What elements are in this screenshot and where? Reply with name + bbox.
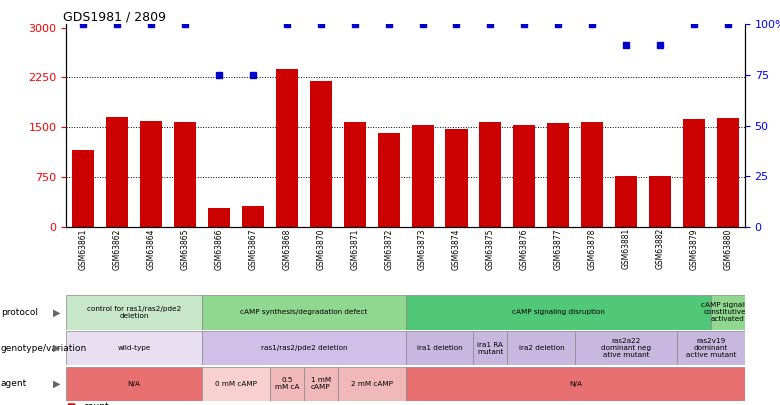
Bar <box>242 206 264 227</box>
Text: agent: agent <box>1 379 27 388</box>
Text: ■: ■ <box>66 402 76 405</box>
Bar <box>208 208 230 227</box>
Bar <box>683 119 705 227</box>
Bar <box>406 367 745 401</box>
Bar <box>513 125 535 227</box>
Bar <box>445 128 467 227</box>
Bar <box>406 331 473 365</box>
Bar <box>412 125 434 227</box>
Bar <box>378 132 399 227</box>
Text: N/A: N/A <box>569 381 582 387</box>
Text: N/A: N/A <box>128 381 140 387</box>
Bar <box>344 122 366 227</box>
Text: ▶: ▶ <box>53 307 61 318</box>
Text: ▶: ▶ <box>53 343 61 353</box>
Text: genotype/variation: genotype/variation <box>1 343 87 353</box>
Bar <box>576 331 677 365</box>
Text: 2 mM cAMP: 2 mM cAMP <box>351 381 392 387</box>
Bar <box>202 295 406 330</box>
Bar <box>66 331 202 365</box>
Text: 0 mM cAMP: 0 mM cAMP <box>215 381 257 387</box>
Bar <box>202 331 406 365</box>
Bar <box>717 118 739 227</box>
Text: count: count <box>83 402 109 405</box>
Text: ira1 deletion: ira1 deletion <box>417 345 463 351</box>
Bar <box>310 81 332 227</box>
Text: GDS1981 / 2809: GDS1981 / 2809 <box>63 10 166 23</box>
Bar <box>174 122 196 227</box>
Text: ira2 deletion: ira2 deletion <box>519 345 564 351</box>
Bar <box>276 69 298 227</box>
Bar <box>615 176 637 227</box>
Bar <box>677 331 745 365</box>
Bar <box>473 331 507 365</box>
Text: ras1/ras2/pde2 deletion: ras1/ras2/pde2 deletion <box>261 345 347 351</box>
Bar <box>202 367 270 401</box>
Bar <box>406 295 711 330</box>
Bar <box>66 295 202 330</box>
Bar <box>304 367 338 401</box>
Bar <box>548 123 569 227</box>
Text: ras2v19
dominant
active mutant: ras2v19 dominant active mutant <box>686 338 736 358</box>
Text: cAMP signaling disruption: cAMP signaling disruption <box>512 309 604 315</box>
Text: protocol: protocol <box>1 308 37 317</box>
Bar <box>106 117 128 227</box>
Bar <box>338 367 406 401</box>
Text: cAMP signaling
constitutively
activated: cAMP signaling constitutively activated <box>700 303 755 322</box>
Bar <box>507 331 576 365</box>
Bar <box>711 295 745 330</box>
Text: cAMP synthesis/degradation defect: cAMP synthesis/degradation defect <box>240 309 367 315</box>
Bar <box>66 367 202 401</box>
Text: ras2a22
dominant neg
ative mutant: ras2a22 dominant neg ative mutant <box>601 338 651 358</box>
Text: 0.5
mM cA: 0.5 mM cA <box>275 377 299 390</box>
Bar <box>73 150 94 227</box>
Text: wild-type: wild-type <box>118 345 151 351</box>
Text: ▶: ▶ <box>53 379 61 389</box>
Bar <box>480 122 502 227</box>
Text: control for ras1/ras2/pde2
deletion: control for ras1/ras2/pde2 deletion <box>87 306 181 319</box>
Bar <box>140 121 162 227</box>
Text: ira1 RA
mutant: ira1 RA mutant <box>477 341 504 355</box>
Bar <box>581 122 603 227</box>
Bar <box>270 367 304 401</box>
Bar <box>649 176 671 227</box>
Text: 1 mM
cAMP: 1 mM cAMP <box>310 377 331 390</box>
